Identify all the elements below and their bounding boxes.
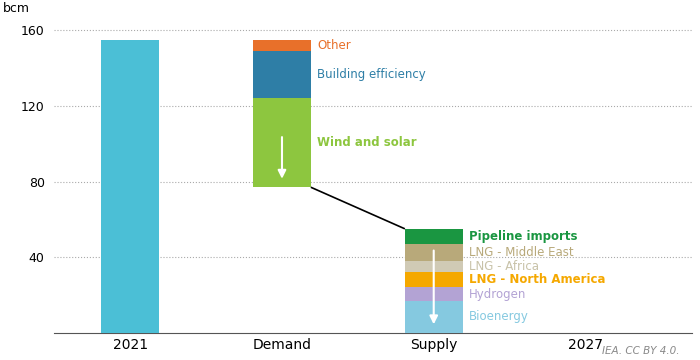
Text: Wind and solar: Wind and solar bbox=[317, 136, 416, 149]
Text: Bioenergy: Bioenergy bbox=[468, 310, 528, 323]
Bar bbox=[253, 51, 311, 98]
Bar bbox=[253, 40, 311, 51]
Bar bbox=[405, 301, 463, 333]
Bar bbox=[405, 287, 463, 301]
Text: LNG - Middle East: LNG - Middle East bbox=[468, 246, 573, 259]
Bar bbox=[102, 40, 159, 333]
Bar bbox=[405, 244, 463, 261]
Y-axis label: bcm: bcm bbox=[3, 2, 29, 15]
Text: Other: Other bbox=[317, 39, 351, 52]
Text: Building efficiency: Building efficiency bbox=[317, 68, 426, 81]
Text: Pipeline imports: Pipeline imports bbox=[468, 230, 577, 243]
Text: IEA. CC BY 4.0.: IEA. CC BY 4.0. bbox=[601, 346, 679, 356]
Bar bbox=[405, 261, 463, 272]
Text: Hydrogen: Hydrogen bbox=[468, 288, 526, 301]
Text: LNG - Africa: LNG - Africa bbox=[468, 260, 538, 273]
Text: LNG - North America: LNG - North America bbox=[468, 273, 605, 286]
Bar bbox=[405, 229, 463, 244]
Bar bbox=[405, 272, 463, 287]
Bar bbox=[253, 98, 311, 187]
